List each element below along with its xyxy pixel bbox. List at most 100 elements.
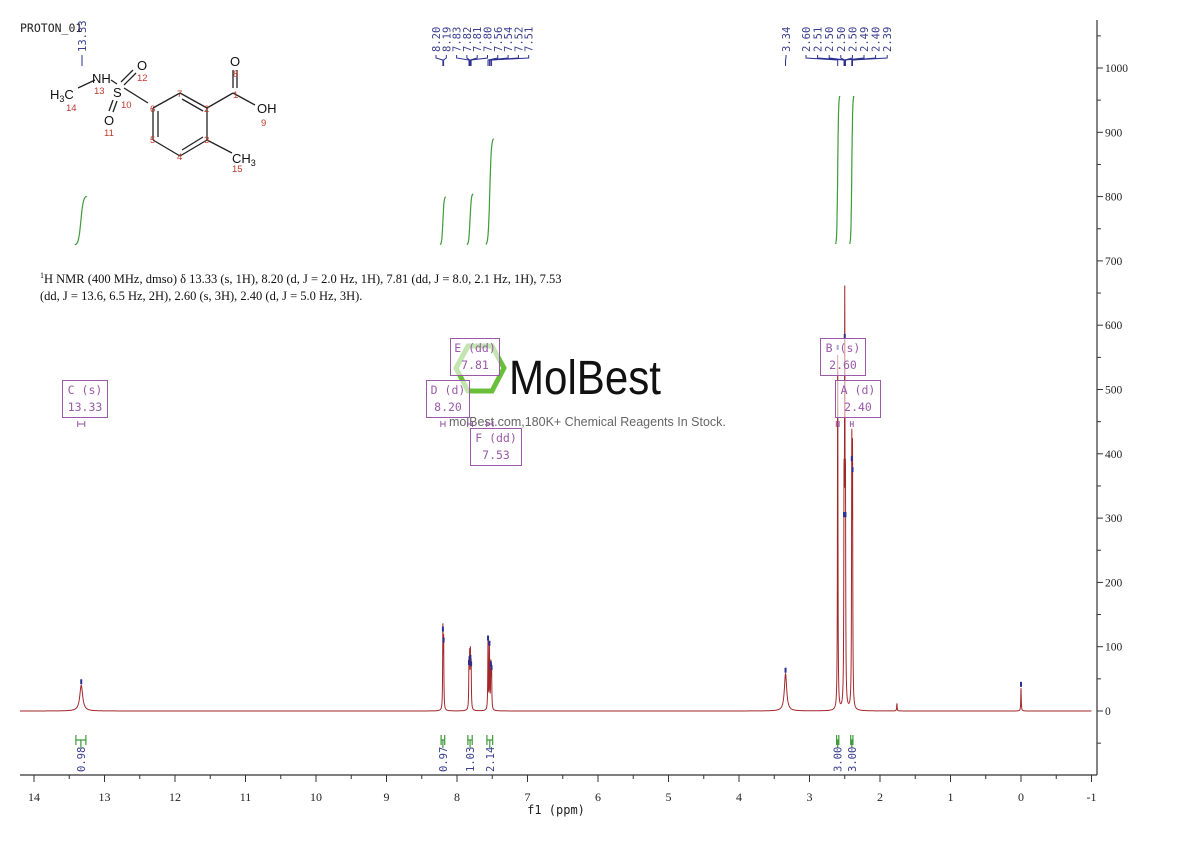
peak-label-connector	[469, 55, 478, 66]
x-axis: 14 13 12 11 10 9 8 7 6 5 4 3 2 1 0 -1	[20, 774, 1097, 804]
peak-label: 2.49	[859, 27, 871, 52]
x-tick-label: 0	[1018, 790, 1024, 804]
peak-labels: 8.208.197.837.827.817.807.567.547.527.51…	[77, 20, 894, 66]
peak-label-connector	[817, 55, 845, 66]
svg-text:12: 12	[137, 73, 148, 84]
multiplet-range	[440, 421, 446, 427]
svg-text:4: 4	[177, 152, 182, 163]
multiplet-box-a[interactable]: A (d) 2.40	[835, 380, 881, 418]
peak-label-connector	[435, 55, 444, 66]
svg-text:5: 5	[150, 135, 155, 146]
y-tick-label: 100	[1105, 642, 1123, 654]
svg-text:O: O	[104, 113, 114, 128]
svg-text:15: 15	[232, 164, 243, 175]
svg-text:14: 14	[66, 103, 77, 114]
integral-value: 2.14	[485, 747, 497, 772]
x-tick-label: 11	[240, 790, 252, 804]
integral-value: 0.98	[76, 747, 88, 772]
peak-label: 8.20	[431, 27, 443, 52]
svg-text:9: 9	[261, 118, 266, 129]
h3c-label: H3C	[50, 87, 74, 104]
peak-label: 13.33	[77, 20, 89, 52]
peak-label: 2.50	[847, 27, 859, 52]
integral-value: 3.00	[833, 747, 845, 772]
y-tick-label: 0	[1105, 706, 1111, 718]
x-tick-label: 4	[736, 790, 742, 804]
multiplet-range	[849, 421, 854, 427]
peak-label: 3.34	[781, 27, 793, 52]
x-tick-label: 8	[454, 790, 460, 804]
peak-label-connector	[470, 55, 488, 66]
peak-label: 7.54	[503, 27, 515, 52]
integral-curve	[74, 195, 88, 246]
x-tick-label: 2	[877, 790, 883, 804]
peak-label: 7.51	[524, 27, 536, 52]
svg-text:6: 6	[150, 104, 155, 115]
multiplet-box-e[interactable]: E (dd) 7.81	[450, 338, 500, 376]
nmr-description: 1H NMR (400 MHz, dmso) δ 13.33 (s, 1H), …	[40, 271, 562, 304]
multiplet-range	[467, 421, 474, 427]
peak-label-connector	[852, 55, 888, 66]
y-tick-label: 600	[1105, 320, 1123, 332]
integral-bracket	[467, 735, 473, 748]
multiplet-box-d[interactable]: D (d) 8.20	[426, 380, 470, 418]
multiplet-range	[77, 421, 86, 427]
x-tick-label: 1	[948, 790, 954, 804]
y-axis: 0 100 200 300 400 500 600 700 800 900 1000	[1096, 20, 1128, 775]
svg-text:3: 3	[204, 135, 209, 146]
integral-value: 3.00	[847, 747, 859, 772]
integral-bracket	[75, 735, 87, 748]
integral-value: 1.03	[465, 747, 477, 772]
integral-curve	[485, 138, 495, 245]
peak-label: 7.80	[483, 27, 495, 52]
integral-bracket	[486, 735, 494, 748]
peak-label: 2.40	[871, 27, 883, 52]
svg-text:2: 2	[204, 104, 209, 115]
peak-label-connector	[844, 55, 853, 66]
peak-label-connector	[844, 55, 865, 66]
x-tick-label: 13	[99, 790, 111, 804]
x-tick-label: 3	[807, 790, 813, 804]
peak-label: 7.83	[452, 27, 464, 52]
integral-curve	[835, 95, 841, 245]
multiplet-box-b[interactable]: B (s) 2.60	[820, 338, 866, 376]
integral-bracket	[440, 735, 446, 748]
molecule-atoms: NH H3C S O O O OH CH3	[50, 54, 277, 168]
peak-label: 2.60	[801, 27, 813, 52]
peak-label-connector	[828, 55, 846, 66]
y-tick-label: 400	[1105, 449, 1123, 461]
multiplet-box-c[interactable]: C (s) 13.33	[62, 380, 108, 418]
peak-label: 2.39	[882, 27, 894, 52]
peak-label-connector	[491, 55, 530, 66]
integral-curves	[74, 95, 855, 246]
peak-label-connector	[466, 55, 471, 66]
x-tick-label: 10	[310, 790, 322, 804]
x-tick-label: -1	[1087, 790, 1097, 804]
peak-label: 2.51	[813, 27, 825, 52]
multiplet-range	[835, 421, 840, 427]
multiplet-box-f[interactable]: F (dd) 7.53	[470, 428, 522, 466]
y-tick-label: 700	[1105, 256, 1123, 268]
molecule-structure	[77, 69, 256, 157]
integral-curve	[466, 193, 474, 246]
peak-label: 2.50	[836, 27, 848, 52]
peak-label-connector	[488, 55, 509, 66]
ch3-label: CH3	[232, 151, 256, 168]
integral-curve	[439, 196, 447, 246]
integral-value: 0.97	[438, 747, 450, 772]
y-tick-label: 300	[1105, 513, 1123, 525]
x-axis-label: f1 (ppm)	[527, 803, 585, 817]
x-tick-label: 6	[595, 790, 601, 804]
svg-text:13: 13	[94, 86, 105, 97]
svg-text:NH: NH	[92, 71, 111, 86]
x-tick-label: 7	[525, 790, 531, 804]
peak-label: 7.81	[472, 27, 484, 52]
x-tick-label: 14	[28, 790, 40, 804]
peak-label: 7.82	[462, 27, 474, 52]
x-tick-label: 12	[169, 790, 181, 804]
svg-text:O: O	[137, 58, 147, 73]
svg-text:7: 7	[177, 89, 182, 100]
watermark-brand: MolBest	[509, 352, 661, 405]
y-tick-label: 1000	[1105, 63, 1128, 75]
